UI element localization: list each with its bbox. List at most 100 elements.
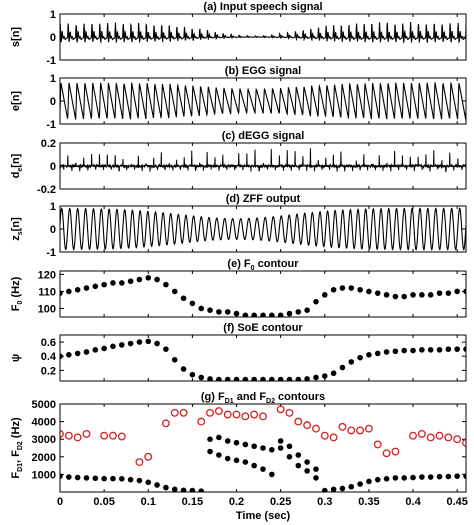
data-point — [127, 278, 134, 285]
subplot-title: (c) dEGG signal — [222, 130, 305, 142]
fd1-point — [207, 448, 213, 455]
y-tick-label: 0.2 — [41, 365, 56, 377]
subplot-d: (d) ZFF output zs[n] 1 0 -1 — [10, 193, 467, 259]
x-axis-label: Time (sec) — [236, 510, 291, 522]
data-point — [348, 359, 355, 365]
plot-area — [60, 82, 466, 120]
data-point — [463, 346, 466, 352]
subplot-f: (f) SoE contour ψ 0.6 0.4 0.2 — [10, 322, 467, 382]
subplot-b: (b) EGG signal e[n] 1 0 -1 — [10, 65, 467, 131]
fd1-point — [224, 438, 231, 444]
data-point — [145, 338, 152, 345]
y-tick-label: 2000 — [32, 452, 56, 464]
fd1-point — [251, 443, 257, 450]
fd1-point — [313, 475, 319, 481]
data-point — [357, 286, 363, 293]
data-point — [454, 288, 460, 295]
data-point — [321, 373, 328, 379]
data-point — [216, 309, 222, 315]
data-point — [260, 312, 266, 317]
y-tick-label: -1 — [46, 119, 56, 131]
plot-area — [60, 22, 466, 44]
fd2-point — [197, 417, 206, 426]
data-point — [74, 286, 81, 293]
plot-area — [60, 148, 466, 173]
data-point — [224, 376, 231, 381]
y-tick-label: 0.6 — [41, 337, 56, 349]
fd1-point — [374, 476, 381, 483]
data-point — [445, 346, 452, 352]
fd2-point — [64, 431, 73, 440]
data-point — [374, 290, 381, 296]
data-point — [339, 364, 346, 371]
fd1-point — [216, 452, 222, 458]
data-point — [180, 366, 187, 372]
fd1-point — [136, 477, 143, 484]
x-tick-label: 0.35 — [358, 496, 379, 508]
plot-area — [60, 275, 466, 317]
data-point — [357, 354, 363, 361]
data-point — [136, 339, 143, 345]
fd1-point — [463, 473, 466, 479]
data-point — [454, 346, 460, 352]
data-point — [83, 285, 90, 291]
axes-frame — [59, 142, 467, 190]
data-point — [251, 376, 257, 381]
data-point — [110, 280, 116, 286]
data-point — [163, 281, 169, 288]
fd2-point — [320, 431, 329, 440]
data-point — [198, 374, 205, 381]
fd2-point — [259, 412, 267, 421]
fd2-point — [241, 412, 250, 421]
fd1-point — [233, 439, 240, 446]
data-point — [410, 292, 416, 298]
data-point — [127, 340, 134, 347]
fd1-point — [357, 481, 363, 487]
signal-line — [60, 22, 466, 44]
y-axis-label: ψ — [10, 354, 22, 362]
data-point — [101, 281, 107, 288]
fd1-point — [180, 487, 187, 492]
x-tick-label: 0.3 — [317, 496, 332, 508]
data-point — [348, 285, 355, 291]
y-axis-label: F0 (Hz) — [10, 276, 24, 311]
data-point — [260, 376, 266, 381]
fd1-point — [436, 473, 443, 480]
data-point — [118, 280, 125, 286]
fd2-point — [426, 433, 435, 442]
data-point — [101, 345, 107, 352]
data-point — [304, 307, 310, 313]
fd1-point — [189, 487, 196, 492]
fd2-point — [382, 449, 391, 458]
y-tick-label: -0.2 — [37, 184, 56, 196]
fd1-point — [101, 475, 107, 482]
data-point — [445, 290, 452, 296]
y-tick-label: 0 — [50, 96, 56, 108]
data-point — [330, 370, 337, 377]
data-point — [286, 310, 293, 317]
fd1-point — [242, 441, 249, 448]
data-point — [401, 293, 408, 300]
plot-area — [60, 207, 466, 251]
data-point — [242, 376, 249, 381]
x-tick-label: 0.2 — [229, 496, 244, 508]
fd1-point — [60, 473, 63, 479]
x-tick-label: 0.25 — [270, 496, 291, 508]
fd2-point — [82, 429, 91, 438]
data-point — [224, 309, 231, 315]
subplot-title: (d) ZFF output — [226, 193, 301, 205]
fd1-point — [286, 454, 293, 460]
data-point — [207, 307, 213, 313]
fd1-point — [277, 445, 284, 451]
data-point — [269, 312, 275, 317]
subplot-e: (e) F0 contour F0 (Hz) 120 110 100 — [10, 258, 467, 318]
fd1-point — [66, 474, 72, 480]
fd1-point — [83, 475, 90, 481]
data-point — [198, 305, 205, 312]
fd2-point — [338, 422, 347, 431]
fd2-point — [409, 431, 417, 440]
data-point — [154, 276, 160, 283]
y-tick-label: 1 — [50, 9, 56, 21]
fd1-point — [127, 476, 134, 483]
fd1-point — [74, 474, 81, 481]
